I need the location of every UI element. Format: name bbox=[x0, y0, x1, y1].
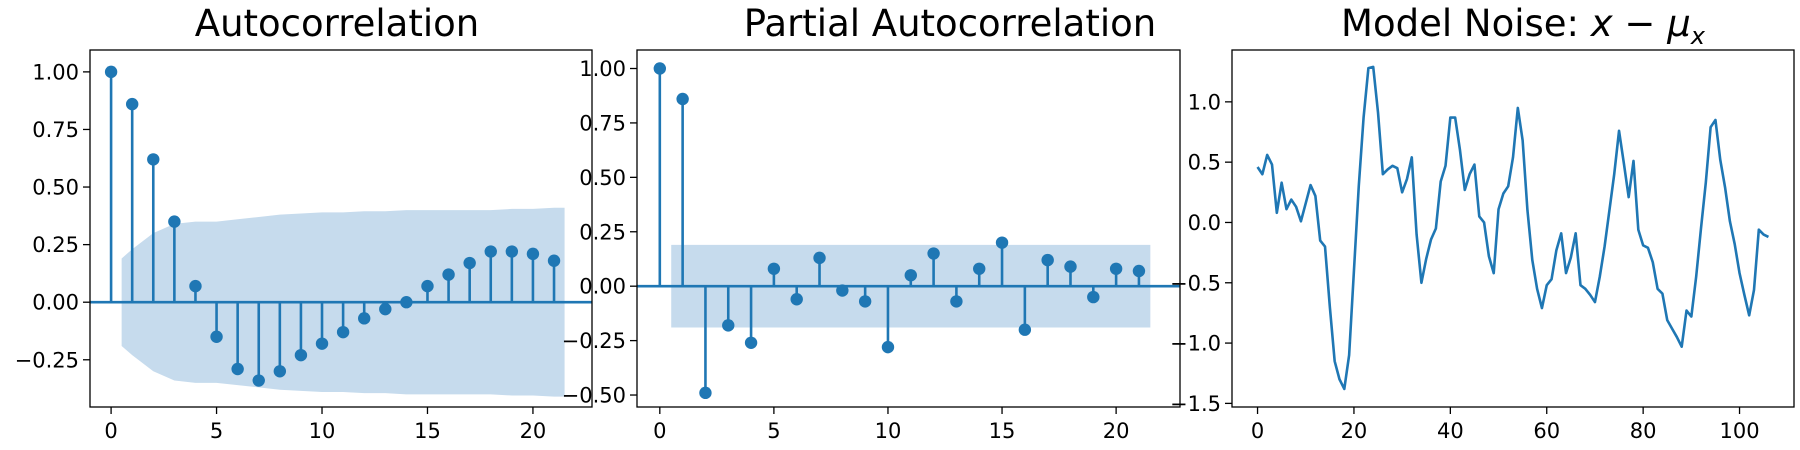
stem-marker bbox=[125, 97, 139, 111]
stem-marker bbox=[526, 247, 540, 261]
stem-marker bbox=[315, 337, 329, 350]
y-tick-label: 0.5 bbox=[1188, 151, 1221, 175]
stem-marker bbox=[210, 330, 223, 343]
stem-marker bbox=[858, 295, 872, 308]
y-tick-label: 0.00 bbox=[32, 291, 79, 315]
stem-marker bbox=[744, 336, 758, 349]
stem-marker bbox=[547, 254, 561, 267]
model-noise-panel: Model Noise: x − μx 0 20 40 60 80 100 1.0 0.5 0.… bbox=[1170, 2, 1795, 443]
stem-marker bbox=[252, 374, 265, 387]
y-tick-label: 0.75 bbox=[579, 111, 626, 135]
stem-marker bbox=[767, 262, 781, 275]
stem-marker bbox=[1041, 253, 1054, 267]
stem-marker bbox=[379, 302, 392, 316]
stem-marker bbox=[1018, 323, 1032, 336]
stem-marker bbox=[904, 269, 917, 282]
x-tick-label: 20 bbox=[1103, 419, 1130, 443]
stem-marker bbox=[927, 247, 940, 260]
stem-marker bbox=[1087, 290, 1100, 304]
y-tick-label: −1.0 bbox=[1170, 332, 1221, 356]
stem-marker bbox=[1132, 264, 1146, 278]
stem-marker bbox=[400, 296, 413, 309]
axes-frame bbox=[1231, 49, 1795, 408]
stem-marker bbox=[336, 325, 350, 339]
y-tick-label: −0.25 bbox=[562, 329, 626, 353]
stem-marker bbox=[722, 319, 735, 332]
stem-marker bbox=[973, 262, 986, 275]
x-tick-label: 20 bbox=[520, 419, 547, 443]
stem-marker bbox=[1109, 262, 1123, 275]
x-tick-label: 10 bbox=[875, 419, 902, 443]
x-tick-label: 5 bbox=[210, 419, 223, 443]
y-tick-label: 0.25 bbox=[579, 220, 626, 244]
stem-marker bbox=[484, 245, 497, 258]
x-tick-label: 60 bbox=[1533, 419, 1560, 443]
pacf-title: Partial Autocorrelation bbox=[744, 2, 1156, 45]
stem-marker bbox=[653, 62, 667, 75]
stem-marker bbox=[358, 312, 371, 325]
y-tick-label: 1.00 bbox=[579, 57, 626, 81]
partial-autocorrelation-panel: Partial Autocorrelation 0 5 10 15 20 1.00 0.75… bbox=[562, 2, 1181, 443]
y-tick-label: 1.0 bbox=[1188, 90, 1221, 114]
stem-marker bbox=[463, 256, 476, 270]
stem-marker bbox=[294, 348, 308, 362]
x-tick-label: 15 bbox=[989, 419, 1016, 443]
x-tick-label: 100 bbox=[1719, 419, 1759, 443]
y-tick-label: 0.00 bbox=[579, 275, 626, 299]
stem-marker bbox=[231, 362, 244, 376]
stem-marker bbox=[189, 279, 202, 293]
x-tick-label: 10 bbox=[309, 419, 336, 443]
stem-marker bbox=[790, 293, 803, 306]
stem-marker bbox=[147, 153, 160, 166]
x-tick-label: 5 bbox=[767, 419, 780, 443]
y-tick-label: −0.5 bbox=[1170, 271, 1221, 295]
y-tick-label: −0.50 bbox=[562, 384, 626, 408]
stem-marker bbox=[421, 279, 434, 293]
y-tick-label: 0.0 bbox=[1188, 211, 1221, 235]
stem-marker bbox=[699, 386, 712, 400]
stem-marker bbox=[813, 251, 826, 265]
stem-marker bbox=[950, 295, 963, 308]
y-tick-label: 0.50 bbox=[579, 166, 626, 190]
stem-marker bbox=[836, 284, 849, 297]
x-tick-label: 80 bbox=[1630, 419, 1657, 443]
stem-marker bbox=[168, 215, 181, 228]
stem-marker bbox=[676, 92, 689, 106]
noise-title: Model Noise: x − μx bbox=[1341, 2, 1706, 50]
axes-frame bbox=[89, 49, 593, 408]
stem-marker bbox=[104, 65, 118, 79]
stem-marker bbox=[995, 236, 1009, 249]
axes-frame bbox=[636, 49, 1181, 408]
stem-marker bbox=[273, 365, 287, 378]
y-tick-label: −1.5 bbox=[1170, 392, 1221, 416]
series-line bbox=[1256, 65, 1770, 391]
acf-title: Autocorrelation bbox=[195, 2, 479, 45]
autocorrelation-panel: Autocorrelation 0 5 10 15 20 1.00 0.75 0.50 0.25… bbox=[15, 2, 593, 443]
x-tick-label: 0 bbox=[653, 419, 666, 443]
y-tick-label: 0.25 bbox=[32, 233, 79, 257]
stem-marker bbox=[881, 340, 895, 354]
stem-marker bbox=[1064, 260, 1077, 273]
y-tick-label: −0.25 bbox=[15, 348, 79, 372]
y-tick-label: 0.75 bbox=[32, 118, 79, 142]
x-tick-label: 0 bbox=[1251, 419, 1264, 443]
stem-marker bbox=[442, 268, 455, 281]
y-tick-label: 1.00 bbox=[32, 60, 79, 84]
stem-marker bbox=[505, 245, 519, 258]
x-tick-label: 15 bbox=[414, 419, 441, 443]
y-tick-label: 0.50 bbox=[32, 176, 79, 200]
x-tick-label: 40 bbox=[1437, 419, 1464, 443]
x-tick-label: 20 bbox=[1341, 419, 1368, 443]
x-tick-label: 0 bbox=[104, 419, 117, 443]
